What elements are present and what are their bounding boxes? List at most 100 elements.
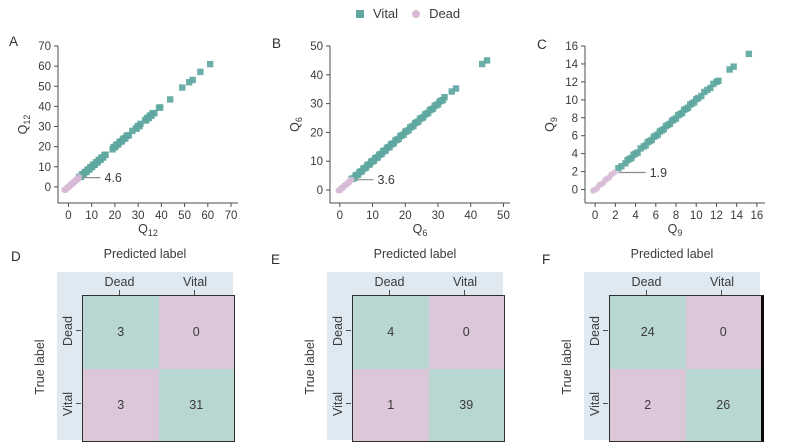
svg-text:30: 30 (38, 122, 51, 134)
matrix-cell-fn: 3 (83, 368, 159, 441)
predicted-label-title: Predicted label (630, 247, 714, 261)
svg-text:2: 2 (612, 210, 618, 222)
matrix-grid: 4 0 1 39 (352, 295, 505, 442)
svg-text:60: 60 (201, 210, 214, 222)
svg-text:0: 0 (592, 210, 598, 222)
series-dead (61, 173, 83, 194)
matrix-cell-tn: 3 (83, 296, 159, 369)
svg-text:4: 4 (572, 149, 579, 161)
svg-text:10: 10 (85, 210, 98, 222)
svg-text:20: 20 (399, 210, 412, 222)
svg-text:60: 60 (38, 61, 51, 73)
panel-letter-c: C (537, 37, 547, 52)
confusion-matrix-f: Predicted label Dead Vital True label De… (527, 247, 783, 447)
col-label-dead: Dead (104, 275, 135, 289)
axes (584, 46, 765, 204)
svg-text:30: 30 (432, 210, 445, 222)
scatter-plot-q6: 0 10 20 30 40 50 0 10 20 30 40 50 3.6 Q6 Q6 (288, 41, 510, 238)
row-label-vital: Vital (61, 391, 75, 417)
tick-mark (119, 290, 120, 295)
series-vital (75, 60, 214, 181)
series-dead (335, 176, 355, 194)
col-label-dead: Dead (631, 275, 662, 289)
matrix-cell-fn: 2 (610, 368, 686, 441)
true-label-title: True label (33, 339, 47, 395)
col-label-vital: Vital (182, 275, 208, 289)
legend-item-vital: Vital (356, 6, 398, 21)
matrix-cell-fp: 0 (428, 296, 504, 369)
svg-text:6: 6 (653, 210, 659, 222)
matrix-cell-tn: 24 (610, 296, 686, 369)
x-axis-label: Q12 (138, 222, 158, 238)
svg-text:50: 50 (178, 210, 191, 222)
svg-text:0: 0 (337, 210, 343, 222)
matrix-cell-fn: 1 (353, 368, 429, 441)
scatter-plot-q9: 0 2 4 6 8 10 12 14 16 0 2 4 6 8 10 12 14 16 1.9 Q9 Q9 (543, 41, 765, 238)
svg-text:10: 10 (38, 162, 51, 174)
matrix-cell-tp: 31 (158, 368, 234, 441)
y-axis-label: Q12 (16, 115, 32, 135)
svg-text:6: 6 (572, 131, 578, 143)
tick-mark (646, 290, 647, 295)
svg-text:16: 16 (751, 210, 764, 222)
svg-text:50: 50 (497, 210, 510, 222)
svg-text:10: 10 (366, 210, 379, 222)
svg-text:40: 40 (464, 210, 477, 222)
svg-text:12: 12 (710, 210, 723, 222)
row-label-dead: Dead (61, 316, 75, 346)
svg-text:50: 50 (38, 81, 51, 93)
svg-text:10: 10 (690, 210, 703, 222)
threshold-value: 3.6 (377, 173, 394, 187)
axes (329, 46, 510, 204)
series-vital (348, 57, 491, 183)
panel-letter-b: B (272, 36, 282, 51)
row-label-vital: Vital (331, 391, 345, 417)
legend-item-dead: Dead (412, 6, 460, 21)
svg-text:20: 20 (109, 210, 122, 222)
svg-text:0: 0 (65, 210, 71, 222)
panel-letter-e: E (271, 252, 281, 267)
svg-text:8: 8 (673, 210, 679, 222)
matrix-cell-fp: 0 (158, 296, 234, 369)
tick-mark (603, 330, 608, 331)
x-axis-label: Q6 (413, 222, 428, 238)
svg-text:40: 40 (310, 70, 323, 82)
svg-text:0: 0 (317, 185, 323, 197)
legend-label-vital: Vital (373, 6, 399, 21)
svg-text:30: 30 (310, 99, 323, 111)
tick-mark (76, 330, 81, 331)
svg-text:2: 2 (572, 167, 578, 179)
legend-label-dead: Dead (429, 6, 461, 21)
svg-text:70: 70 (38, 41, 51, 53)
svg-text:14: 14 (565, 59, 578, 71)
matrix-cell-tn: 4 (353, 296, 429, 369)
tick-mark (346, 330, 351, 331)
panel-letter-a: A (9, 34, 19, 49)
svg-text:0: 0 (45, 182, 51, 194)
confusion-matrix-e: Predicted label Dead Vital True label De… (270, 247, 526, 447)
svg-text:12: 12 (565, 77, 578, 89)
row-label-dead: Dead (588, 316, 602, 346)
tick-mark (464, 290, 465, 295)
svg-text:4: 4 (632, 210, 639, 222)
row-label-vital: Vital (588, 391, 602, 417)
svg-text:14: 14 (730, 210, 743, 222)
svg-text:10: 10 (310, 156, 323, 168)
panel-letter-d: D (11, 249, 21, 264)
x-axis-label: Q9 (668, 222, 683, 238)
svg-text:0: 0 (572, 185, 578, 197)
matrix-grid: 3 0 3 31 (82, 295, 235, 442)
dead-circle-marker-icon (412, 9, 421, 18)
svg-text:10: 10 (565, 95, 578, 107)
svg-text:40: 40 (155, 210, 168, 222)
svg-text:70: 70 (225, 210, 238, 222)
svg-text:16: 16 (565, 41, 578, 53)
y-axis-label: Q6 (288, 117, 304, 132)
tick-mark (603, 403, 608, 404)
matrix-cell-tp: 26 (685, 368, 761, 441)
tick-mark (721, 290, 722, 295)
predicted-label-title: Predicted label (373, 247, 457, 261)
y-axis-label: Q9 (543, 117, 559, 132)
tick-mark (346, 403, 351, 404)
